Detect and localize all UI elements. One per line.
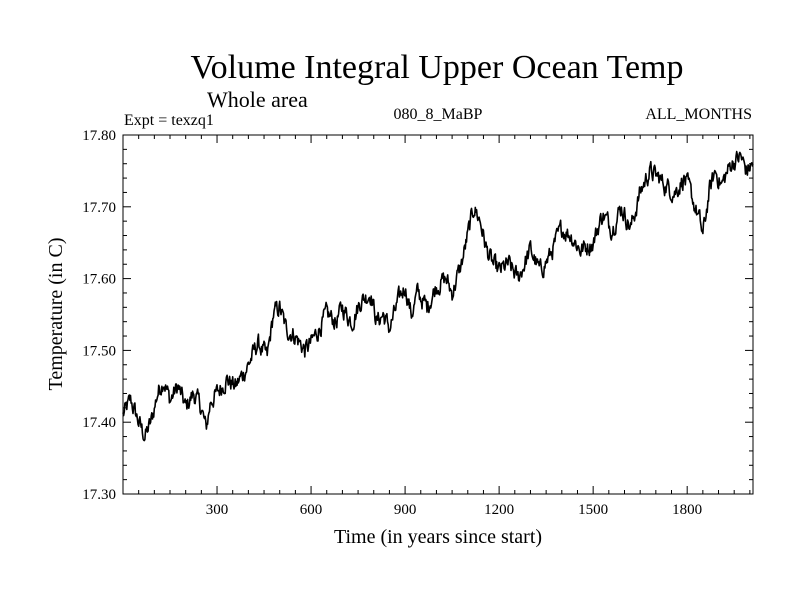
tick-marks	[123, 135, 753, 494]
x-tick-label: 1200	[484, 502, 514, 518]
chart-subtitle: Whole area	[207, 87, 308, 112]
header-months: ALL_MONTHS	[645, 106, 752, 123]
header-period: 080_8_MaBP	[394, 106, 483, 123]
x-tick-labels: 300 600 900 1200 1500 1800	[206, 502, 702, 518]
plot-area	[122, 134, 754, 495]
y-tick-label: 17.50	[82, 343, 116, 359]
header-experiment: Expt = texzq1	[124, 112, 214, 129]
x-tick-label: 1500	[578, 502, 608, 518]
y-tick-label: 17.80	[82, 128, 116, 144]
y-tick-labels: 17.30 17.40 17.50 17.60 17.70 17.80	[82, 128, 116, 503]
y-axis-label: Temperature (in C)	[45, 238, 67, 391]
series-line	[122, 150, 754, 442]
y-tick-label: 17.40	[82, 415, 116, 431]
y-tick-label: 17.70	[82, 200, 116, 216]
x-axis-label: Time (in years since start)	[334, 526, 542, 548]
x-tick-label: 900	[394, 502, 417, 518]
x-tick-label: 1800	[672, 502, 702, 518]
x-tick-label: 300	[206, 502, 229, 518]
y-tick-label: 17.30	[82, 487, 116, 503]
chart-title: Volume Integral Upper Ocean Temp	[191, 49, 684, 86]
y-tick-label: 17.60	[82, 272, 116, 288]
x-tick-label: 600	[300, 502, 323, 518]
plot-frame	[122, 134, 754, 495]
